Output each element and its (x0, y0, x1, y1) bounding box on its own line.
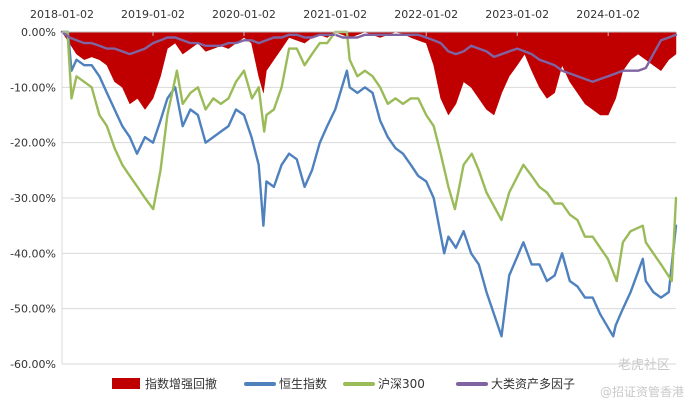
y-tick-label: -50.00% (10, 303, 56, 316)
legend-label: 指数增强回撤 (145, 376, 217, 391)
x-tick-label: 2023-01-02 (485, 8, 549, 21)
x-tick-label: 2019-01-02 (121, 8, 185, 21)
y-tick-label: -60.00% (10, 358, 56, 371)
axes: 0.00% -10.00% -20.00% -30.00% -40.00% -50.00%… (10, 8, 676, 371)
watermark-line1: 老虎社区 (618, 357, 670, 373)
legend-label: 沪深300 (378, 377, 425, 391)
legend-label: 恒生指数 (279, 376, 327, 391)
watermark: 老虎社区 @招证资管香港 (600, 357, 684, 399)
line-series-3 (60, 30, 678, 83)
x-tick-label: 2024-01-02 (576, 8, 640, 21)
y-tick-label: -40.00% (10, 247, 56, 260)
legend-swatch-area (112, 378, 140, 389)
y-tick-label: 0.00% (21, 26, 56, 39)
line-series-1 (60, 30, 678, 338)
x-tick-label: 2020-01-02 (212, 8, 276, 21)
x-tick-label: 2021-01-02 (303, 8, 367, 21)
line-series-2 (60, 30, 678, 283)
gridlines (62, 86, 676, 365)
legend-label: 大类资产多因子 (491, 377, 575, 391)
series-lines (60, 30, 678, 338)
legend: 指数增强回撤 恒生指数 沪深300 大类资产多因子 (112, 376, 575, 391)
x-tick-label: 2022-01-02 (394, 8, 458, 21)
y-tick-label: -30.00% (10, 192, 56, 205)
y-tick-label: -10.00% (10, 81, 56, 94)
x-tick-label: 2018-01-02 (30, 8, 94, 21)
watermark-line2: @招证资管香港 (600, 384, 684, 399)
y-tick-label: -20.00% (10, 137, 56, 150)
